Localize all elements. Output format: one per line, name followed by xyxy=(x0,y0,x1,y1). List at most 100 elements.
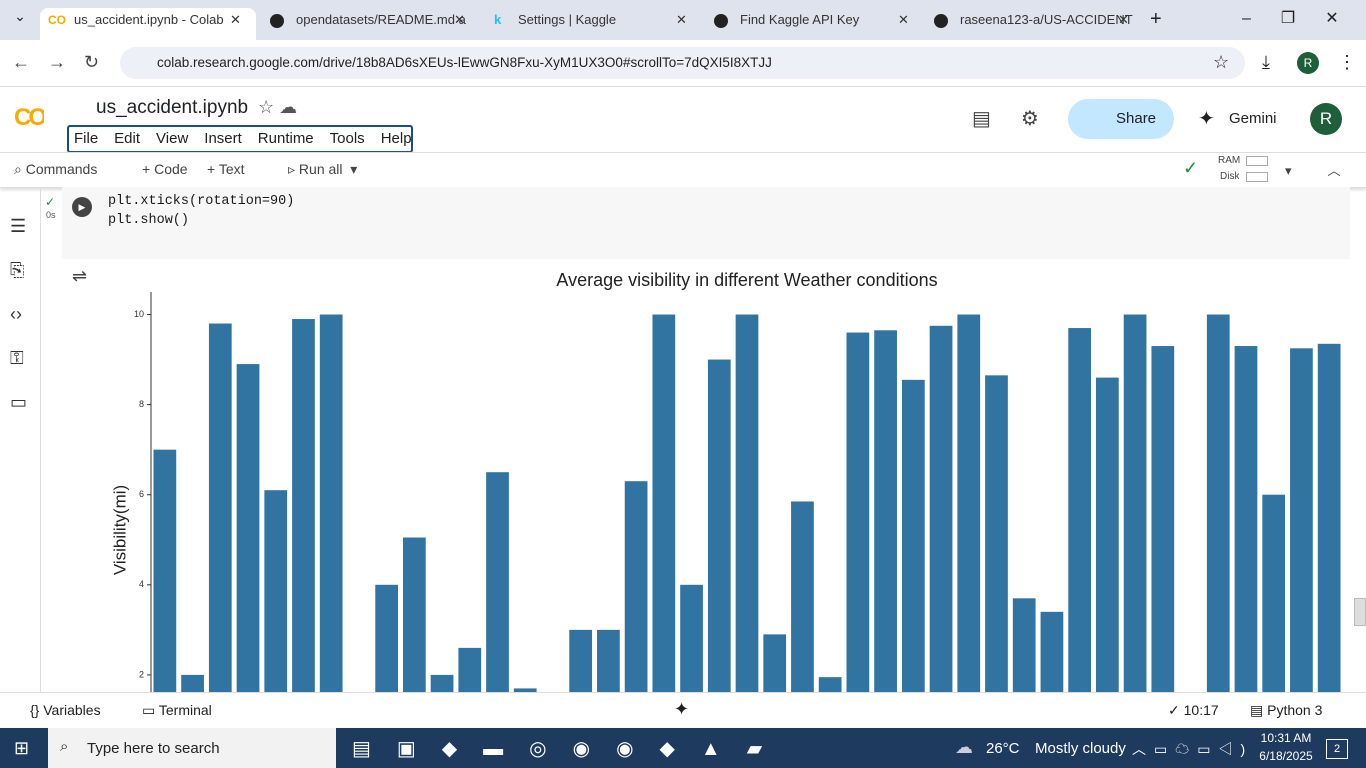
bar xyxy=(846,332,870,692)
disk: Disk xyxy=(1220,171,1240,182)
bar xyxy=(486,472,509,692)
bar xyxy=(181,674,204,692)
bar xyxy=(264,490,288,692)
bar xyxy=(375,584,398,692)
avatar[interactable]: R xyxy=(1310,103,1342,135)
search-box[interactable] xyxy=(48,728,336,768)
add-code[interactable]: + Code xyxy=(142,161,188,177)
variables-label: Variables xyxy=(43,702,101,718)
temperature: 26°C xyxy=(986,740,1020,757)
bar xyxy=(569,629,593,692)
code-label: Code xyxy=(154,161,188,177)
tab[interactable]: opendatasets/README.md a ✕ xyxy=(262,8,472,40)
menu-item[interactable]: File xyxy=(74,130,99,147)
bar xyxy=(901,379,925,692)
menu-item[interactable]: Insert xyxy=(204,130,242,147)
y-tick-label: 6 xyxy=(139,489,144,499)
share-button[interactable] xyxy=(1068,99,1174,139)
bar xyxy=(1317,343,1341,692)
variables[interactable]: {} Variables xyxy=(30,702,101,718)
header-icons[interactable]: ▤⚙ xyxy=(972,108,1069,130)
address-bar[interactable] xyxy=(120,47,1245,79)
bar xyxy=(957,314,981,692)
terminal-label: Terminal xyxy=(158,702,212,718)
weather-icon: ☁ xyxy=(955,737,973,757)
bar xyxy=(985,375,1008,692)
taskbar-apps[interactable]: ▤▣◆▬◎◉◉◆▲▰ xyxy=(352,738,789,760)
menu-item[interactable]: View xyxy=(156,130,189,147)
bar xyxy=(763,634,787,692)
terminal[interactable]: ▭ Terminal xyxy=(142,702,212,718)
gemini-spark[interactable]: ✦ xyxy=(674,699,690,719)
run-button[interactable]: ▶ xyxy=(72,197,92,217)
sidebar-icons[interactable]: ☰ ⎘ ‹› ⚿ ▭ xyxy=(10,216,28,412)
tab-title: us_accident.ipynb - Colab xyxy=(74,12,224,27)
gemini-label[interactable]: Gemini xyxy=(1229,110,1277,127)
notifications[interactable]: 2 xyxy=(1326,739,1348,759)
tray[interactable]: ︿▭☁▭◁) xyxy=(1132,741,1254,757)
menu-item[interactable]: Edit xyxy=(114,130,141,147)
bar xyxy=(458,647,482,692)
bar xyxy=(1068,328,1092,692)
bookmark[interactable]: ☆ xyxy=(1213,52,1230,72)
clock-date: 6/18/2025 xyxy=(1259,749,1313,763)
menu[interactable]: ⋮ xyxy=(1338,52,1356,72)
tab[interactable]: us_accident.ipynb - Colab ✕ CO xyxy=(40,8,256,40)
bar xyxy=(402,537,426,692)
y-tick-label: 8 xyxy=(139,399,144,409)
bar xyxy=(874,330,897,692)
menu-item[interactable]: Help xyxy=(380,130,412,147)
y-axis-label: Visibility(mi) xyxy=(110,485,129,575)
star[interactable]: ☆ ☁ xyxy=(258,97,298,117)
output-toggle[interactable]: ⇌ xyxy=(72,266,88,286)
tab-title: Find Kaggle API Key xyxy=(740,12,860,27)
menu-item[interactable]: Runtime xyxy=(257,130,314,147)
downloads[interactable]: ⤓ xyxy=(1262,52,1270,72)
gemini-icon: ✦ xyxy=(1198,108,1215,130)
profile[interactable]: R xyxy=(1297,52,1319,74)
kernel-label: Python 3 xyxy=(1267,702,1323,718)
tab-menu[interactable]: ⌄ xyxy=(14,8,26,24)
bar xyxy=(652,314,676,692)
ram: RAM xyxy=(1218,155,1241,166)
y-tick-label: 2 xyxy=(139,669,144,679)
bar xyxy=(791,501,814,692)
bar xyxy=(1040,611,1064,692)
window-controls[interactable]: –❐✕ xyxy=(1242,10,1362,27)
start[interactable]: ⊞ xyxy=(14,738,30,758)
share-label: Share xyxy=(1116,110,1157,127)
tab[interactable]: raseena123-a/US-ACCIDENT ✕ xyxy=(926,8,1136,40)
bar xyxy=(1096,377,1119,692)
bar xyxy=(292,319,315,692)
commands[interactable]: ⌕ Commands xyxy=(14,161,98,177)
bar xyxy=(1123,314,1147,692)
output: Average visibility in different Weather … xyxy=(62,259,1350,692)
add-text[interactable]: + Text xyxy=(207,161,245,177)
sidebar xyxy=(0,187,41,692)
commands-label: Commands xyxy=(25,161,98,177)
tab[interactable]: Find Kaggle API Key ✕ xyxy=(706,8,916,40)
scrollbar xyxy=(1354,598,1366,626)
bar xyxy=(818,677,842,692)
search-text: Type here to search xyxy=(87,740,220,757)
menu-bar: File Edit View Insert Runtime Tools Help xyxy=(67,125,413,153)
nav-buttons[interactable]: ←→↻ xyxy=(12,52,118,72)
exec-time: 0s xyxy=(46,210,56,220)
bar xyxy=(680,584,703,692)
y-tick-label: 4 xyxy=(139,579,144,589)
code-line: plt.xticks(rotation=90) xyxy=(108,194,295,209)
kernel[interactable]: ▤ Python 3 xyxy=(1250,702,1323,718)
bar xyxy=(735,314,759,692)
code-cell xyxy=(62,187,1350,259)
tab-title: raseena123-a/US-ACCIDENT xyxy=(960,12,1133,27)
menu-item[interactable]: Tools xyxy=(329,130,365,147)
run-all[interactable]: ▹ Run all ▾ xyxy=(288,161,358,177)
status-bar xyxy=(0,692,1366,729)
collapse[interactable]: ▾︿ xyxy=(1285,163,1341,178)
new-tab[interactable]: + xyxy=(1150,8,1162,30)
tab[interactable]: Settings | Kaggle ✕ k xyxy=(494,12,687,27)
notebook-name[interactable]: us_accident.ipynb xyxy=(96,97,249,118)
connected: ✓ xyxy=(1183,158,1199,178)
status-time: ✓ 10:17 xyxy=(1168,702,1219,718)
